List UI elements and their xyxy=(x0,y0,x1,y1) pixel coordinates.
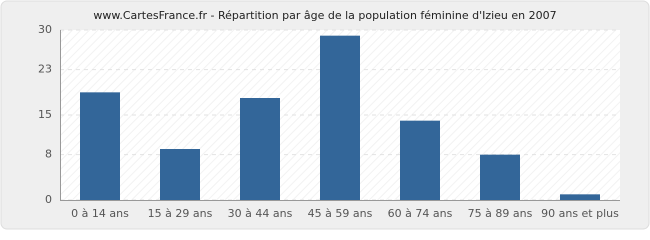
x-tick-label: 0 à 14 ans xyxy=(71,207,129,220)
y-tick-label: 8 xyxy=(45,148,52,161)
chart-title: www.CartesFrance.fr - Répartition par âg… xyxy=(93,9,556,22)
bar xyxy=(400,120,440,200)
x-tick-label: 30 à 44 ans xyxy=(228,207,293,220)
x-tick-label: 60 à 74 ans xyxy=(388,207,453,220)
bar xyxy=(560,194,600,200)
x-tick-label: 90 ans et plus xyxy=(541,207,619,220)
y-tick-label: 23 xyxy=(38,63,52,76)
bar xyxy=(480,154,520,200)
y-tick-label: 0 xyxy=(45,193,52,206)
x-tick-label: 75 à 89 ans xyxy=(468,207,533,220)
y-tick-label: 30 xyxy=(38,23,52,36)
x-tick-label: 45 à 59 ans xyxy=(308,207,373,220)
bar xyxy=(240,98,280,200)
bar xyxy=(320,35,360,200)
bar xyxy=(160,149,200,200)
x-tick-label: 15 à 29 ans xyxy=(148,207,213,220)
y-tick-label: 15 xyxy=(38,108,52,121)
chart: www.CartesFrance.fr - Répartition par âg… xyxy=(0,0,650,230)
bar xyxy=(80,92,120,200)
